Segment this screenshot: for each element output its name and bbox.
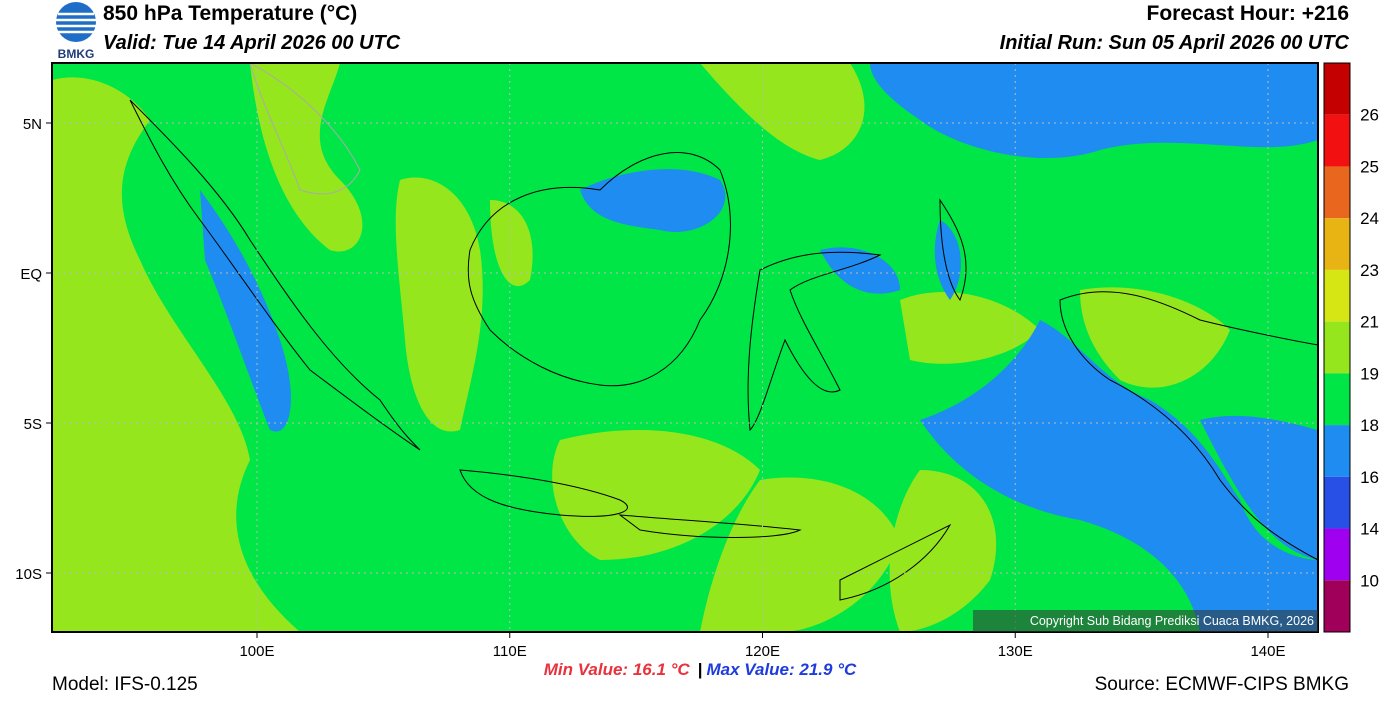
colorbar-swatch bbox=[1324, 580, 1350, 632]
colorbar-label: 23 bbox=[1360, 261, 1379, 280]
lon-label: 100E bbox=[239, 643, 274, 660]
max-value: Max Value: 21.9 °C bbox=[706, 660, 857, 679]
colorbar-swatch bbox=[1324, 528, 1350, 581]
min-value: Min Value: 16.1 °C bbox=[543, 660, 690, 679]
source: Source: ECMWF-CIPS BMKG bbox=[1094, 674, 1349, 695]
copyright-box bbox=[973, 610, 1318, 632]
map: Copyright Sub Bidang Prediksi Cuaca BMKG… bbox=[15, 62, 1379, 660]
colorbar-swatch bbox=[1324, 269, 1350, 322]
colorbar-label: 26 bbox=[1360, 106, 1379, 125]
lat-label: 10S bbox=[15, 566, 42, 583]
colorbar-label: 24 bbox=[1360, 209, 1379, 228]
temperature-field bbox=[52, 63, 1318, 632]
colorbar-swatch bbox=[1324, 218, 1350, 270]
lat-label: 5N bbox=[23, 116, 42, 133]
colorbar-swatch bbox=[1324, 425, 1350, 477]
colorbar-swatch bbox=[1324, 114, 1350, 167]
colorbar-label: 21 bbox=[1360, 313, 1379, 332]
copyright: Copyright Sub Bidang Prediksi Cuaca BMKG… bbox=[1030, 614, 1314, 628]
lat-label: EQ bbox=[20, 266, 42, 283]
logo-text: BMKG bbox=[58, 47, 95, 60]
forecast-hour: Forecast Hour: +216 bbox=[1146, 2, 1350, 25]
model: Model: IFS-0.125 bbox=[52, 674, 198, 695]
logo: BMKG bbox=[56, 2, 96, 60]
colorbar-swatch bbox=[1324, 476, 1350, 529]
colorbar-swatch bbox=[1324, 63, 1350, 115]
colorbar-swatch bbox=[1324, 321, 1350, 374]
separator: | bbox=[697, 660, 703, 679]
min-max: Min Value: 16.1 °C | Max Value: 21.9 °C bbox=[0, 660, 1400, 680]
colorbar-label: 14 bbox=[1360, 520, 1379, 539]
colorbar-label: 16 bbox=[1360, 468, 1379, 487]
colorbar-label: 10 bbox=[1360, 571, 1379, 590]
valid-time: Valid: Tue 14 April 2026 00 UTC bbox=[103, 32, 401, 54]
lon-label: 130E bbox=[998, 643, 1033, 660]
title: 850 hPa Temperature (°C) bbox=[103, 2, 358, 25]
lon-label: 110E bbox=[493, 643, 527, 660]
colorbar-frame bbox=[1323, 62, 1351, 633]
colorbar-swatch bbox=[1324, 373, 1350, 426]
colorbar-swatch bbox=[1324, 166, 1350, 219]
initial-run: Initial Run: Sun 05 April 2026 00 UTC bbox=[999, 32, 1349, 54]
lat-label: 5S bbox=[24, 416, 42, 433]
lon-label: 140E bbox=[1250, 643, 1285, 660]
colorbar-label: 18 bbox=[1360, 416, 1379, 435]
map-frame bbox=[51, 62, 1319, 633]
colorbar-label: 25 bbox=[1360, 157, 1379, 176]
colorbar-label: 19 bbox=[1360, 364, 1379, 383]
lon-label: 120E bbox=[745, 643, 780, 660]
